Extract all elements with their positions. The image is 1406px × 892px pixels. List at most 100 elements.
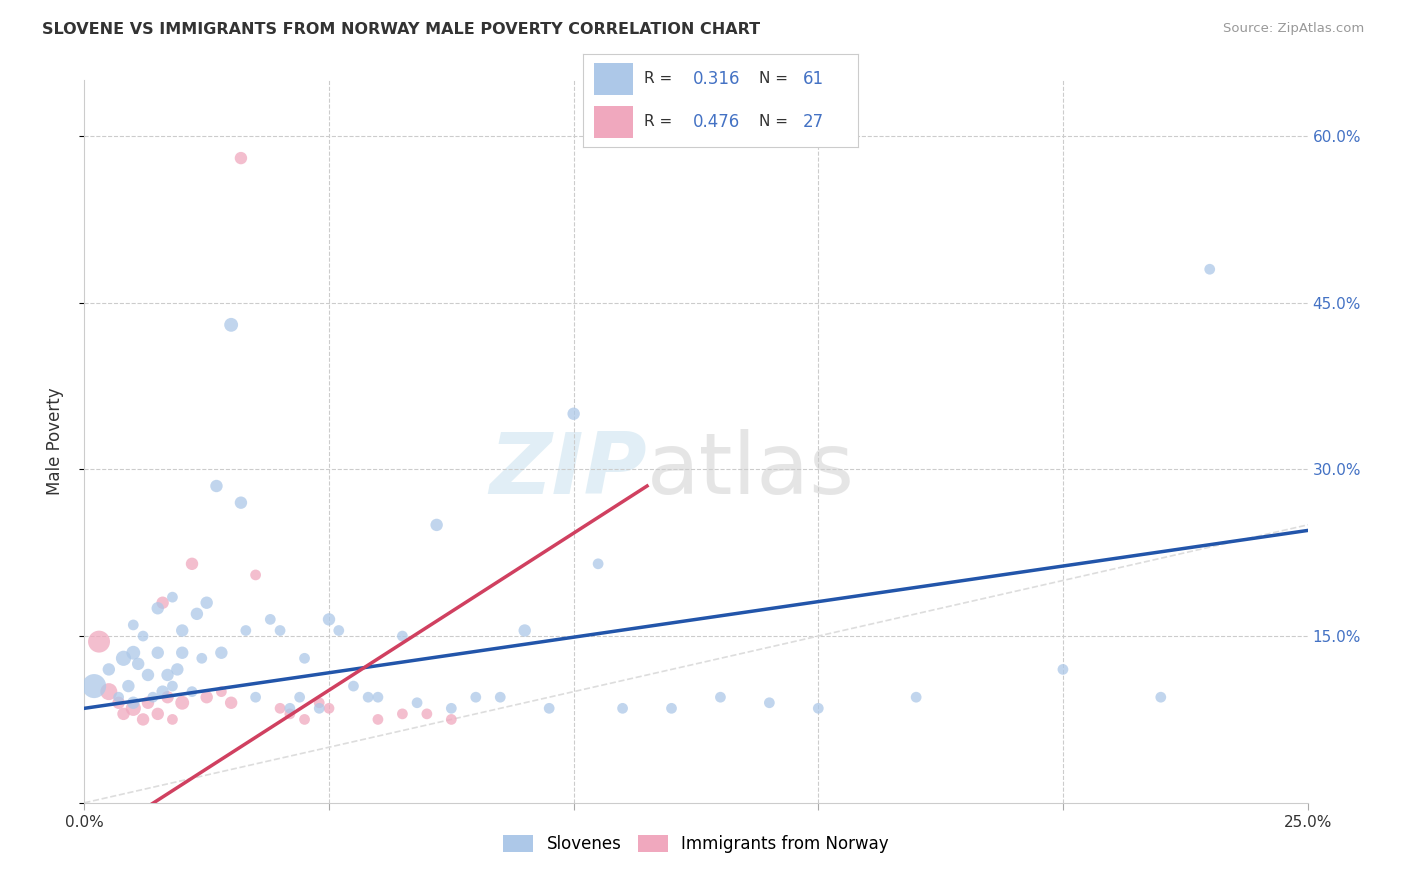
Point xyxy=(107,696,129,710)
Point xyxy=(562,407,585,421)
Point xyxy=(259,612,281,626)
Point xyxy=(308,696,330,710)
Text: atlas: atlas xyxy=(647,429,855,512)
Point xyxy=(142,690,165,705)
Point xyxy=(661,701,683,715)
Point xyxy=(406,696,429,710)
Point xyxy=(122,646,145,660)
Point xyxy=(308,701,330,715)
Point xyxy=(97,684,120,698)
Point xyxy=(1198,262,1220,277)
Point xyxy=(136,696,159,710)
Point xyxy=(245,568,267,582)
Point xyxy=(391,629,413,643)
Point xyxy=(162,590,184,604)
Point xyxy=(342,679,364,693)
Point xyxy=(905,690,928,705)
Point xyxy=(219,696,242,710)
Point xyxy=(162,713,184,727)
Point xyxy=(122,618,145,632)
Point xyxy=(586,557,609,571)
Point xyxy=(294,713,316,727)
Point xyxy=(235,624,257,638)
Point xyxy=(156,690,179,705)
Text: R =: R = xyxy=(644,71,672,87)
Text: N =: N = xyxy=(759,71,787,87)
Point xyxy=(172,624,194,638)
Point xyxy=(538,701,561,715)
Point xyxy=(288,690,311,705)
Point xyxy=(107,690,129,705)
Point xyxy=(146,706,169,721)
Point xyxy=(391,706,413,721)
Point xyxy=(97,662,120,676)
Point xyxy=(278,706,301,721)
Point xyxy=(122,701,145,715)
Point xyxy=(513,624,536,638)
Point xyxy=(132,713,155,727)
Point xyxy=(166,662,188,676)
Point xyxy=(112,651,135,665)
Point xyxy=(146,646,169,660)
Point xyxy=(152,684,174,698)
Text: R =: R = xyxy=(644,114,672,129)
Point xyxy=(186,607,208,621)
Point xyxy=(181,557,204,571)
Point xyxy=(162,679,184,693)
Point xyxy=(318,701,340,715)
Point xyxy=(416,706,439,721)
Point xyxy=(205,479,228,493)
Point xyxy=(612,701,634,715)
Point xyxy=(269,624,291,638)
Text: N =: N = xyxy=(759,114,787,129)
Point xyxy=(807,701,830,715)
Point xyxy=(758,696,780,710)
Point xyxy=(1150,690,1173,705)
Point xyxy=(219,318,242,332)
Text: 61: 61 xyxy=(803,70,824,87)
Point xyxy=(156,668,179,682)
Point xyxy=(209,646,232,660)
Text: Source: ZipAtlas.com: Source: ZipAtlas.com xyxy=(1223,22,1364,36)
Legend: Slovenes, Immigrants from Norway: Slovenes, Immigrants from Norway xyxy=(496,828,896,860)
Point xyxy=(172,646,194,660)
Bar xyxy=(595,63,633,95)
Point xyxy=(440,701,463,715)
Point xyxy=(195,596,218,610)
Point xyxy=(172,696,194,710)
Point xyxy=(328,624,350,638)
Point xyxy=(136,668,159,682)
Point xyxy=(464,690,486,705)
Text: 0.476: 0.476 xyxy=(693,113,741,131)
Point xyxy=(195,690,218,705)
Point xyxy=(367,690,389,705)
Point xyxy=(426,517,449,532)
Point xyxy=(294,651,316,665)
Point xyxy=(181,684,204,698)
Point xyxy=(245,690,267,705)
Point xyxy=(367,713,389,727)
Bar xyxy=(595,106,633,138)
Point xyxy=(83,679,105,693)
Point xyxy=(709,690,731,705)
Point xyxy=(132,629,155,643)
Text: SLOVENE VS IMMIGRANTS FROM NORWAY MALE POVERTY CORRELATION CHART: SLOVENE VS IMMIGRANTS FROM NORWAY MALE P… xyxy=(42,22,761,37)
Point xyxy=(1052,662,1074,676)
Point xyxy=(117,679,139,693)
Point xyxy=(87,634,110,648)
Point xyxy=(191,651,214,665)
Point xyxy=(152,596,174,610)
Point xyxy=(112,706,135,721)
Y-axis label: Male Poverty: Male Poverty xyxy=(45,388,63,495)
Text: 27: 27 xyxy=(803,113,824,131)
Point xyxy=(229,496,252,510)
Point xyxy=(440,713,463,727)
Point xyxy=(269,701,291,715)
Point xyxy=(278,701,301,715)
Text: ZIP: ZIP xyxy=(489,429,647,512)
Point xyxy=(209,684,232,698)
Point xyxy=(127,657,149,671)
Point xyxy=(122,696,145,710)
Point xyxy=(318,612,340,626)
Point xyxy=(146,601,169,615)
